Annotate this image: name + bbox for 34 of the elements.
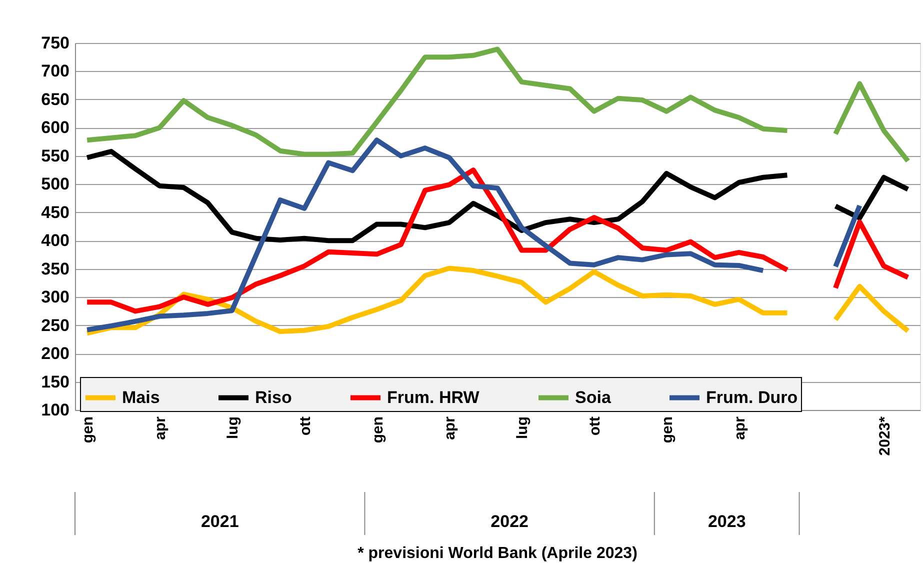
y-tick-label: 150 <box>41 372 70 392</box>
legend-label: Soia <box>575 388 612 407</box>
legend-label: Frum. Duro <box>706 388 798 407</box>
x-tick-label: gen <box>369 416 386 444</box>
x-tick-label: lug <box>224 416 242 439</box>
y-tick-label: 600 <box>41 118 70 138</box>
y-tick-label: 400 <box>41 231 70 250</box>
x-tick-label: gen <box>659 416 676 444</box>
text: 2023 <box>708 512 746 531</box>
legend-label: Riso <box>255 388 292 407</box>
y-tick-label: 300 <box>41 288 70 307</box>
y-tick-label: 700 <box>41 62 70 81</box>
y-tick-label: 650 <box>41 90 70 109</box>
text: 2021 <box>200 512 239 531</box>
text: 2022 <box>490 512 528 531</box>
x-tick-label: ott <box>586 416 604 436</box>
x-tick-label: 2023* <box>876 416 894 456</box>
y-tick-label: 500 <box>41 174 70 194</box>
y-tick-label: 350 <box>41 259 70 278</box>
legend-label: Frum. HRW <box>387 388 480 407</box>
text: * previsioni World Bank (Aprile 2023) <box>358 545 638 562</box>
y-tick-label: 200 <box>41 344 70 364</box>
x-tick-label: ott <box>296 416 314 436</box>
y-tick-label: 100 <box>41 400 70 420</box>
x-tick-label: apr <box>442 416 459 440</box>
y-tick-label: 450 <box>41 202 70 222</box>
x-tick-label: apr <box>152 416 169 440</box>
x-tick-label: apr <box>731 416 748 440</box>
y-tick-label: 750 <box>41 34 70 52</box>
legend-label: Mais <box>122 388 160 407</box>
y-tick-label: 550 <box>41 146 70 166</box>
y-tick-label: 250 <box>41 316 70 335</box>
x-tick-label: lug <box>514 416 532 439</box>
x-tick-label: gen <box>80 416 97 444</box>
